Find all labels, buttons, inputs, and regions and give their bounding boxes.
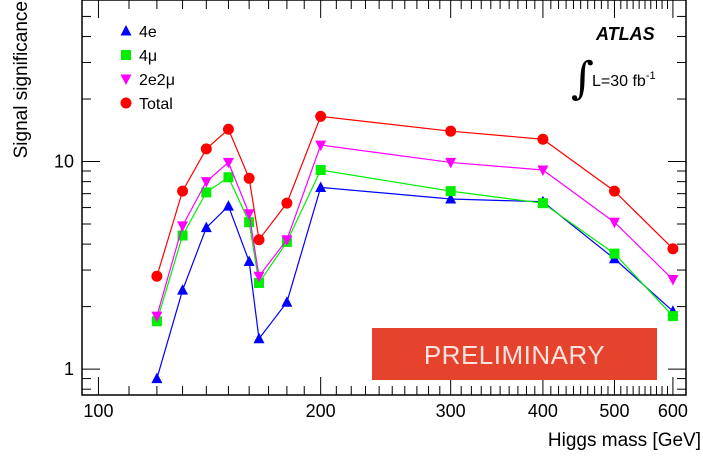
legend-marker: [120, 25, 132, 36]
legend-marker: [120, 74, 132, 85]
x-tick-label: 300: [436, 401, 466, 421]
axis-ticks: 100 200 300 400 500 600 1 10: [54, 0, 688, 421]
y-tick-label: 1: [64, 359, 74, 379]
data-point: [222, 200, 234, 211]
data-point: [244, 217, 255, 228]
data-point: [151, 270, 163, 282]
data-point: [243, 209, 255, 220]
x-axis-title: Higgs mass [GeV]: [548, 430, 701, 451]
data-point: [537, 198, 548, 209]
series-Total: [151, 110, 679, 282]
data-point: [445, 125, 457, 137]
data-point: [281, 296, 293, 307]
x-tick-label: 600: [658, 401, 688, 421]
data-point: [608, 217, 620, 229]
luminosity-label: L=30 fb-1: [592, 70, 656, 90]
data-point: [253, 332, 265, 344]
legend-label: 4μ: [139, 48, 157, 65]
legend-label: 2e2μ: [139, 72, 175, 89]
data-point: [200, 177, 212, 188]
y-tick-label: 10: [54, 152, 74, 172]
data-point: [200, 221, 212, 233]
data-point: [177, 284, 189, 295]
data-point: [253, 234, 265, 246]
preliminary-banner: [372, 328, 657, 380]
data-point: [177, 230, 188, 241]
legend-label: 4e: [139, 24, 157, 41]
legend-marker: [120, 97, 132, 109]
x-tick-label: 100: [83, 401, 113, 421]
data-point: [667, 275, 679, 286]
data-point: [200, 143, 212, 155]
legend: 4e 4μ 2e2μ Total: [120, 24, 175, 113]
data-point: [177, 185, 189, 197]
data-point: [445, 157, 457, 169]
data-point: [667, 243, 679, 255]
data-point: [315, 165, 326, 176]
series-2e2μ: [151, 140, 679, 323]
data-point: [445, 186, 456, 197]
data-point: [243, 172, 255, 184]
data-point: [222, 157, 234, 169]
series-line: [156, 115, 674, 277]
data-point: [315, 140, 327, 152]
data-point: [315, 110, 327, 122]
data-point: [537, 165, 549, 177]
data-point: [445, 192, 457, 204]
integral-symbol: ∫: [571, 53, 594, 104]
series-line: [156, 144, 674, 317]
data-point: [243, 255, 255, 266]
y-axis-title: Signal significance: [11, 1, 32, 158]
data-point: [151, 372, 163, 384]
legend-marker: [121, 50, 131, 60]
series-line: [156, 169, 674, 322]
data-point: [667, 311, 678, 322]
plot-frame: [81, 0, 687, 396]
preliminary-text: PRELIMINARY: [424, 340, 605, 370]
data-point: [151, 311, 163, 323]
data-point: [253, 271, 265, 283]
x-tick-label: 200: [306, 401, 336, 421]
series-layer: [151, 110, 679, 384]
data-point: [608, 185, 620, 197]
data-point: [609, 248, 620, 259]
luminosity-exponent: -1: [646, 70, 656, 82]
legend-label: Total: [139, 96, 173, 113]
data-point: [281, 197, 293, 209]
data-point: [537, 133, 549, 145]
x-tick-label: 500: [599, 401, 629, 421]
data-point: [254, 277, 265, 288]
data-point: [222, 123, 234, 135]
experiment-label: ATLAS: [595, 24, 655, 44]
series-4μ: [151, 165, 678, 327]
data-point: [201, 187, 212, 198]
data-point: [177, 221, 189, 232]
x-tick-label: 400: [528, 401, 558, 421]
data-point: [315, 181, 327, 192]
data-point: [281, 235, 293, 246]
data-point: [223, 172, 234, 183]
